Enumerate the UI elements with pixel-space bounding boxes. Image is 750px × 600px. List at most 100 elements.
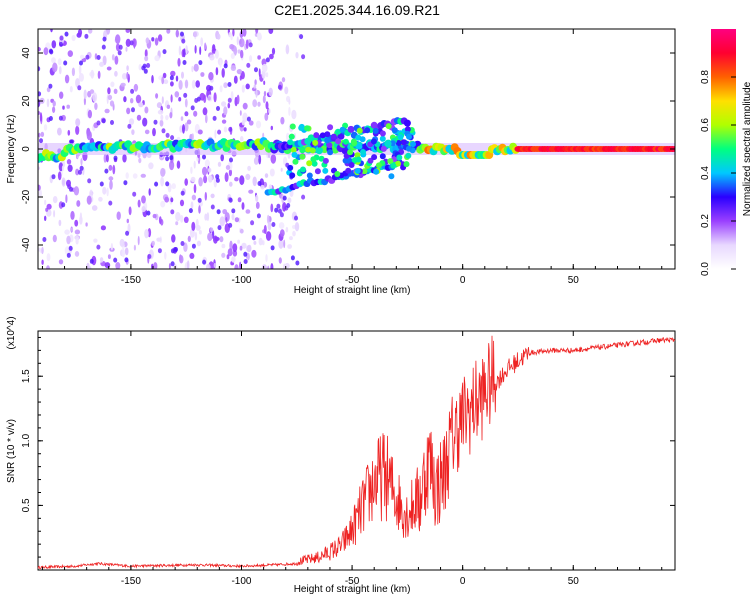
noise-blob	[102, 186, 107, 195]
noise-blob	[115, 262, 121, 269]
y-tick-label: 0	[21, 146, 32, 152]
noise-blob-strong	[123, 180, 128, 186]
noise-blob	[130, 98, 134, 104]
noise-blob	[183, 242, 188, 252]
noise-blob	[46, 98, 50, 108]
noise-blob	[67, 164, 73, 172]
noise-blob	[289, 236, 293, 241]
noise-blob	[160, 114, 164, 121]
noise-blob-strong	[157, 248, 162, 254]
mixing-blob	[403, 161, 410, 168]
noise-blob	[64, 74, 70, 84]
mixing-blob	[335, 138, 342, 145]
noise-blob	[263, 80, 266, 86]
noise-blob	[92, 92, 98, 103]
noise-blob-strong	[79, 60, 83, 66]
noise-blob	[231, 213, 235, 221]
noise-blob	[110, 81, 115, 88]
noise-blob-strong	[256, 213, 261, 219]
noise-blob	[242, 102, 248, 110]
noise-blob-strong	[210, 204, 215, 210]
noise-blob	[62, 105, 65, 110]
noise-blob	[219, 236, 224, 243]
noise-blob	[269, 168, 275, 177]
noise-blob	[152, 213, 157, 219]
mixing-blob	[372, 127, 379, 134]
noise-blob	[91, 205, 98, 211]
noise-blob	[230, 91, 234, 101]
noise-blob-strong	[174, 247, 178, 252]
noise-blob	[191, 221, 196, 231]
noise-blob	[184, 98, 188, 108]
noise-blob	[46, 203, 52, 210]
noise-blob	[263, 224, 267, 235]
noise-blob	[253, 156, 259, 165]
noise-blob-strong	[180, 190, 185, 196]
noise-blob	[191, 194, 197, 201]
noise-blob	[270, 154, 277, 164]
colorbar-tick-label: 0.8	[700, 70, 711, 84]
mixing-blob	[309, 147, 316, 154]
noise-blob-strong	[48, 48, 53, 54]
noise-blob	[233, 75, 238, 84]
noise-blob	[253, 84, 257, 89]
noise-blob-strong	[59, 35, 64, 41]
noise-blob	[205, 114, 208, 124]
noise-blob	[168, 263, 171, 269]
noise-blob	[181, 71, 184, 79]
noise-blob	[245, 83, 250, 90]
noise-blob	[265, 231, 272, 241]
noise-blob	[234, 177, 239, 182]
noise-blob	[228, 169, 232, 177]
noise-blob	[125, 38, 131, 47]
noise-blob	[186, 260, 190, 269]
noise-blob	[225, 217, 228, 223]
noise-blob	[214, 49, 219, 59]
noise-blob	[230, 65, 237, 71]
y-tick-label: -40	[21, 237, 32, 252]
noise-blob	[171, 183, 176, 190]
noise-blob	[163, 79, 169, 85]
noise-blob-strong	[180, 31, 184, 37]
noise-blob	[214, 129, 217, 139]
noise-blob	[230, 53, 235, 59]
noise-blob	[73, 186, 80, 196]
noise-blob-strong	[181, 38, 186, 44]
noise-blob	[52, 234, 57, 243]
noise-blob-strong	[102, 36, 107, 42]
mixing-blob	[379, 153, 386, 160]
noise-blob	[125, 29, 131, 33]
noise-blob	[207, 232, 213, 242]
noise-blob	[71, 67, 75, 77]
noise-blob	[38, 46, 41, 52]
noise-blob-strong	[216, 106, 220, 111]
noise-blob	[43, 124, 48, 131]
noise-blob	[208, 72, 214, 81]
noise-blob	[236, 69, 243, 75]
y-tick-label: 40	[21, 47, 32, 59]
mixing-blob	[306, 172, 313, 179]
noise-blob	[287, 244, 292, 249]
snr-multiplier-label: (x10^4)	[6, 316, 17, 349]
noise-blob	[107, 254, 111, 259]
noise-blob	[99, 61, 105, 67]
noise-blob	[217, 161, 222, 167]
noise-blob-strong	[146, 210, 151, 216]
noise-blob	[190, 201, 194, 209]
noise-blob-strong	[59, 41, 63, 47]
noise-blob-strong	[271, 222, 276, 227]
noise-blob-strong	[228, 197, 233, 203]
noise-blob	[67, 50, 74, 57]
noise-blob	[51, 57, 56, 64]
noise-blob	[151, 240, 156, 246]
noise-blob-strong	[165, 156, 170, 162]
noise-blob	[180, 215, 184, 223]
mixing-blob	[342, 157, 349, 164]
mixing-blob	[289, 123, 296, 130]
noise-blob	[89, 89, 95, 94]
noise-blob-strong	[143, 68, 148, 74]
noise-blob	[239, 136, 244, 142]
noise-blob-strong	[162, 49, 167, 55]
noise-blob	[285, 44, 290, 55]
noise-blob	[144, 229, 149, 239]
